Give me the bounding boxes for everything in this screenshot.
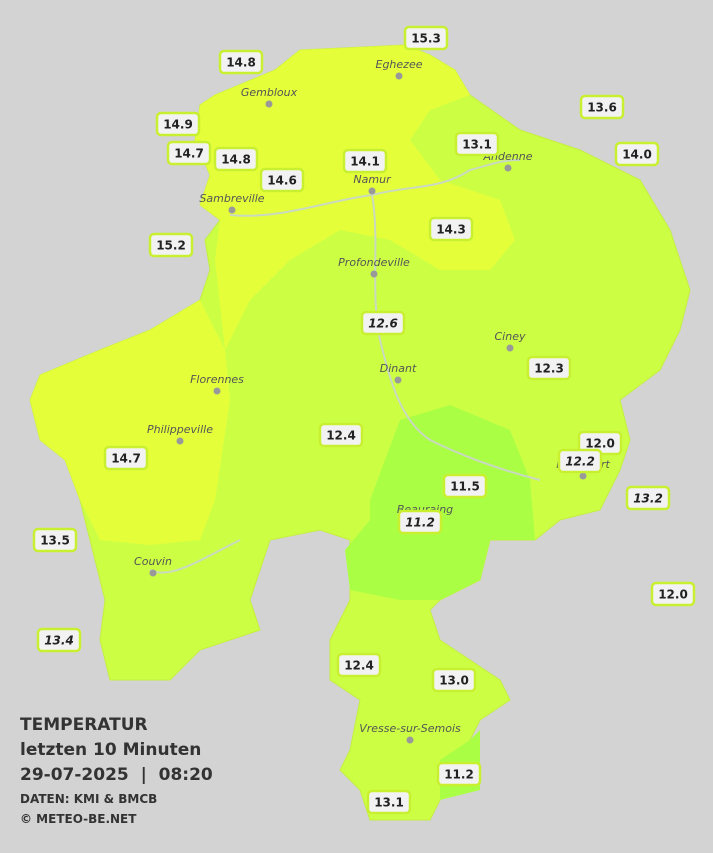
town-dot	[370, 270, 378, 278]
reading-value: 12.4	[344, 659, 374, 673]
reading-box	[526, 355, 572, 381]
town-dot	[395, 72, 403, 80]
town-label: Vresse-sur-Semois	[359, 722, 461, 735]
reading-box	[32, 527, 78, 553]
reading-value: 11.5	[450, 480, 480, 494]
town-dot	[176, 437, 184, 445]
town-dot	[506, 344, 514, 352]
reading-box	[148, 232, 194, 258]
river	[149, 159, 541, 574]
legend-source: DATEN: KMI & BMCB	[20, 792, 157, 806]
reading-value: 13.6	[587, 101, 617, 115]
reading-box	[318, 422, 364, 448]
warm-zone-west	[30, 300, 230, 545]
town-label: Namur	[353, 173, 392, 186]
reading-box	[454, 131, 500, 157]
reading-box	[403, 25, 449, 51]
reading-box	[557, 448, 603, 474]
reading-value: 14.8	[226, 56, 256, 70]
town-dot	[504, 164, 512, 172]
reading-value: 14.7	[174, 147, 204, 161]
reading-box	[366, 789, 412, 815]
reading-box	[428, 216, 474, 242]
reading-value: 12.2	[565, 455, 595, 469]
reading-value: 12.4	[326, 429, 356, 443]
town-label: Eghezee	[376, 58, 423, 71]
reading-value: 14.0	[622, 148, 652, 162]
reading-box	[36, 627, 82, 653]
cool-zone	[345, 405, 535, 600]
reading-value: 12.3	[534, 362, 564, 376]
town-label: Couvin	[134, 555, 172, 568]
legend-title: TEMPERATUR	[20, 715, 148, 735]
reading-value: 14.8	[221, 153, 251, 167]
town-label: Philippeville	[147, 423, 213, 436]
town-label: Dinant	[380, 362, 417, 375]
reading-box	[442, 473, 488, 499]
reading-value: 13.2	[633, 492, 663, 506]
reading-box	[342, 148, 388, 174]
reading-box	[614, 141, 660, 167]
legend-subtitle: letzten 10 Minuten	[20, 740, 201, 760]
reading-value: 12.0	[658, 588, 688, 602]
reading-value: 14.3	[436, 223, 466, 237]
reading-box	[436, 761, 482, 787]
reading-value: 14.9	[163, 118, 193, 132]
reading-box	[336, 652, 382, 678]
reading-value: 11.2	[405, 516, 435, 530]
legend-copyright: © METEO-BE.NET	[20, 812, 137, 826]
town-label: Ciney	[495, 330, 526, 343]
reading-box	[579, 94, 625, 120]
town-dot	[228, 206, 236, 214]
town-dot	[579, 472, 587, 480]
reading-box	[360, 310, 406, 336]
reading-value: 13.1	[462, 138, 492, 152]
reading-box	[650, 581, 696, 607]
reading-value: 13.4	[44, 634, 74, 648]
reading-box	[166, 140, 212, 166]
town-dot	[394, 376, 402, 384]
town-dot	[149, 569, 157, 577]
legend-datetime: 29-07-2025 | 08:20	[20, 765, 213, 785]
reading-box	[259, 167, 305, 193]
reading-value: 15.2	[156, 239, 186, 253]
town-label: Profondeville	[338, 256, 410, 269]
reading-value: 14.6	[267, 174, 297, 188]
reading-box	[625, 485, 671, 511]
reading-value: 14.1	[350, 155, 380, 169]
reading-value: 13.5	[40, 534, 70, 548]
town-label: Florennes	[190, 373, 244, 386]
reading-box	[213, 146, 259, 172]
town-label: Gembloux	[241, 86, 298, 99]
reading-value: 13.0	[439, 674, 469, 688]
reading-value: 13.1	[374, 796, 404, 810]
reading-value: 12.0	[585, 437, 615, 451]
town-label: Sambreville	[199, 192, 264, 205]
reading-box	[431, 667, 477, 693]
reading-box	[103, 445, 149, 471]
town-dot	[368, 187, 376, 195]
reading-box	[218, 49, 264, 75]
reading-value: 11.2	[444, 768, 474, 782]
town-dot	[406, 736, 414, 744]
town-dot	[213, 387, 221, 395]
reading-value: 14.7	[111, 452, 141, 466]
reading-value: 12.6	[368, 317, 398, 331]
reading-box	[397, 509, 443, 535]
reading-box	[155, 111, 201, 137]
reading-value: 15.3	[411, 32, 441, 46]
town-dot	[265, 100, 273, 108]
